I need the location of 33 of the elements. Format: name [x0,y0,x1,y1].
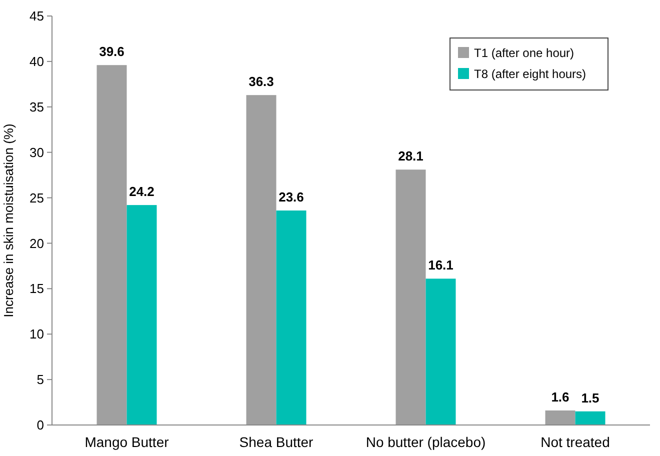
data-label: 36.3 [248,74,274,90]
data-label: 24.2 [129,184,154,200]
y-tick-label: 10 [30,326,44,342]
data-label: 1.5 [581,390,600,406]
y-axis-title: Increase in skin moistuisation (%) [1,124,16,318]
data-label: 16.1 [428,258,454,273]
legend-label: T1 (after one hour) [474,46,574,60]
bar [545,410,576,425]
y-tick-label: 35 [30,99,44,114]
y-tick-label: 30 [30,144,44,160]
bar [276,210,306,425]
x-tick-label: No butter (placebo) [366,434,486,450]
y-tick-label: 15 [30,281,44,296]
data-label: 23.6 [278,190,304,204]
bar [96,65,127,425]
bar [126,205,157,425]
x-tick-label: Mango Butter [84,434,170,450]
y-tick-label: 45 [30,8,44,24]
y-tick-label: 5 [36,372,44,388]
y-tick-label: 25 [30,190,44,206]
legend-label: T8 (after eight hours) [474,67,586,82]
bar [575,411,606,425]
bar [396,170,426,425]
bar [246,95,276,425]
x-tick-label: Not treated [540,434,610,450]
data-label: 1.6 [551,389,570,404]
bar [426,278,456,425]
y-tick-label: 0 [36,418,44,433]
x-tick-label: Shea Butter [239,434,314,450]
y-tick-label: 40 [30,54,44,69]
data-label: 39.6 [99,44,124,60]
data-label: 28.1 [398,148,424,164]
y-tick-label: 20 [30,236,44,251]
